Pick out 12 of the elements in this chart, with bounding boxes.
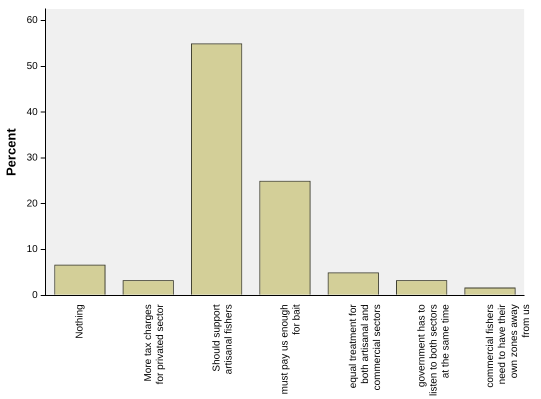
y-tick-label: 50: [26, 61, 38, 72]
y-axis-title: Percent: [3, 128, 18, 176]
x-tick-label: commercial fishers need to have their own zones away from us: [484, 304, 532, 388]
x-tick-label: must pay us enough for bait: [280, 304, 303, 394]
y-tick-label: 20: [26, 198, 38, 210]
y-tick-label: 10: [26, 244, 38, 256]
x-tick-label: More tax charges for privated sector: [143, 304, 166, 384]
y-tick-label: 30: [26, 152, 38, 164]
y-tick-label: 0: [32, 290, 38, 302]
x-tick-label: Nothing: [74, 304, 86, 339]
y-tick-label: 60: [26, 15, 38, 26]
y-tick-label: 40: [26, 106, 38, 118]
